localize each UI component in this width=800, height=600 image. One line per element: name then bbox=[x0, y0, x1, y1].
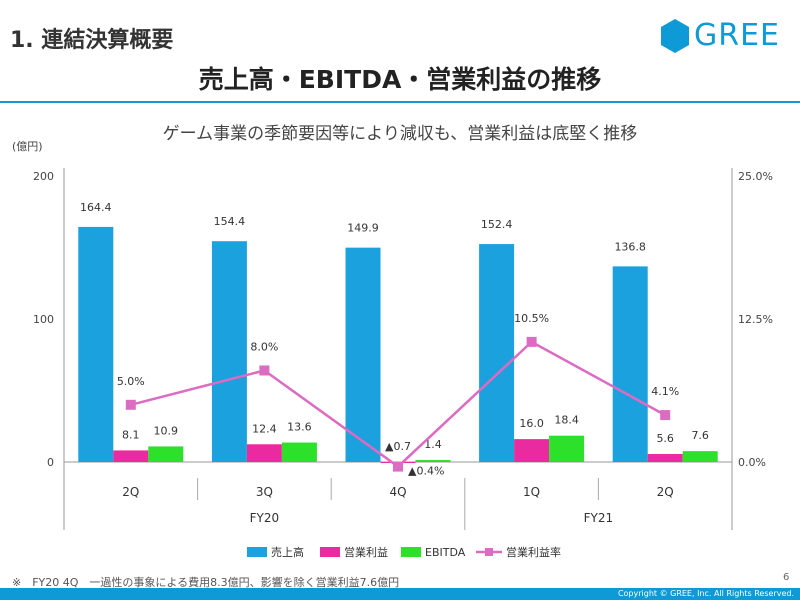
bar-EBITDA bbox=[148, 446, 184, 462]
data-label: 1.4 bbox=[424, 438, 442, 451]
bar-営業利益 bbox=[246, 444, 282, 462]
data-label: 12.4 bbox=[252, 422, 277, 435]
category-label: 1Q bbox=[523, 485, 540, 499]
bar-売上高 bbox=[211, 241, 247, 462]
legend-label: 売上高 bbox=[271, 545, 304, 559]
bar-売上高 bbox=[479, 244, 515, 462]
data-label: 7.6 bbox=[691, 429, 709, 442]
category-label: 4Q bbox=[389, 485, 406, 499]
subtitle: ゲーム事業の季節要因等により減収も、営業利益は底堅く推移 bbox=[162, 124, 638, 144]
left-tick-label: 200 bbox=[33, 170, 54, 183]
unit-label: (億円) bbox=[12, 140, 43, 153]
bar-売上高 bbox=[612, 266, 648, 462]
footer-bar: Copyright © GREE, Inc. All Rights Reserv… bbox=[0, 588, 800, 600]
legend-swatch bbox=[320, 547, 340, 557]
footnote: ※ FY20 4Q 一過性の事象による費用8.3億円、影響を除く営業利益7.6億… bbox=[12, 576, 400, 589]
bar-EBITDA bbox=[682, 451, 718, 462]
line-point bbox=[526, 336, 537, 347]
data-label: 136.8 bbox=[614, 240, 646, 253]
line-point bbox=[259, 365, 270, 376]
section-title: 1. 連結決算概要 bbox=[10, 28, 174, 53]
legend-label: 営業利益率 bbox=[506, 545, 561, 559]
category-label: 2Q bbox=[657, 485, 674, 499]
title-divider bbox=[0, 101, 800, 103]
legend-swatch bbox=[401, 547, 421, 557]
bar-EBITDA bbox=[415, 459, 451, 462]
line-point bbox=[125, 399, 136, 410]
line-data-label: 10.5% bbox=[514, 312, 549, 325]
data-label: 8.1 bbox=[122, 428, 140, 441]
line-data-label: 4.1% bbox=[651, 385, 679, 398]
legend-label: 営業利益 bbox=[344, 545, 388, 559]
data-label: ▲0.7 bbox=[385, 440, 411, 453]
line-data-label: 8.0% bbox=[250, 340, 278, 353]
bar-EBITDA bbox=[281, 442, 317, 462]
bar-営業利益 bbox=[113, 450, 149, 462]
data-label: 149.9 bbox=[347, 222, 379, 235]
right-tick-label: 0.0% bbox=[738, 456, 766, 469]
category-label: 3Q bbox=[256, 485, 273, 499]
data-label: 10.9 bbox=[154, 424, 179, 437]
copyright: Copyright © GREE, Inc. All Rights Reserv… bbox=[617, 589, 794, 598]
bar-EBITDA bbox=[549, 435, 585, 462]
line-point bbox=[660, 410, 671, 421]
data-label: 164.4 bbox=[80, 201, 112, 214]
data-label: 154.4 bbox=[214, 215, 246, 228]
legend-label: EBITDA bbox=[425, 546, 466, 559]
legend-swatch bbox=[247, 547, 267, 557]
line-data-label: ▲0.4% bbox=[408, 465, 444, 478]
bar-売上高 bbox=[78, 226, 114, 462]
data-label: 18.4 bbox=[554, 414, 579, 427]
bar-売上高 bbox=[345, 247, 381, 462]
bar-営業利益 bbox=[647, 453, 683, 462]
group-label: FY20 bbox=[250, 511, 280, 525]
right-tick-label: 12.5% bbox=[738, 313, 773, 326]
data-label: 13.6 bbox=[287, 421, 312, 434]
left-tick-label: 100 bbox=[33, 313, 54, 326]
bar-営業利益 bbox=[514, 439, 550, 462]
logo-text: GREE bbox=[694, 18, 781, 53]
left-tick-label: 0 bbox=[47, 456, 54, 469]
line-data-label: 5.0% bbox=[117, 375, 145, 388]
legend-swatch-marker bbox=[485, 548, 493, 556]
page-number: 6 bbox=[783, 572, 790, 583]
data-label: 152.4 bbox=[481, 218, 513, 231]
line-point bbox=[393, 461, 403, 472]
data-label: 5.6 bbox=[656, 432, 674, 445]
right-tick-label: 25.0% bbox=[738, 170, 773, 183]
group-label: FY21 bbox=[584, 511, 614, 525]
category-label: 2Q bbox=[122, 485, 139, 499]
data-label: 16.0 bbox=[519, 417, 544, 430]
main-title: 売上高・EBITDA・営業利益の推移 bbox=[198, 65, 602, 94]
hexagon-logo-icon bbox=[661, 19, 689, 53]
gree-logo: GREE bbox=[660, 16, 788, 56]
